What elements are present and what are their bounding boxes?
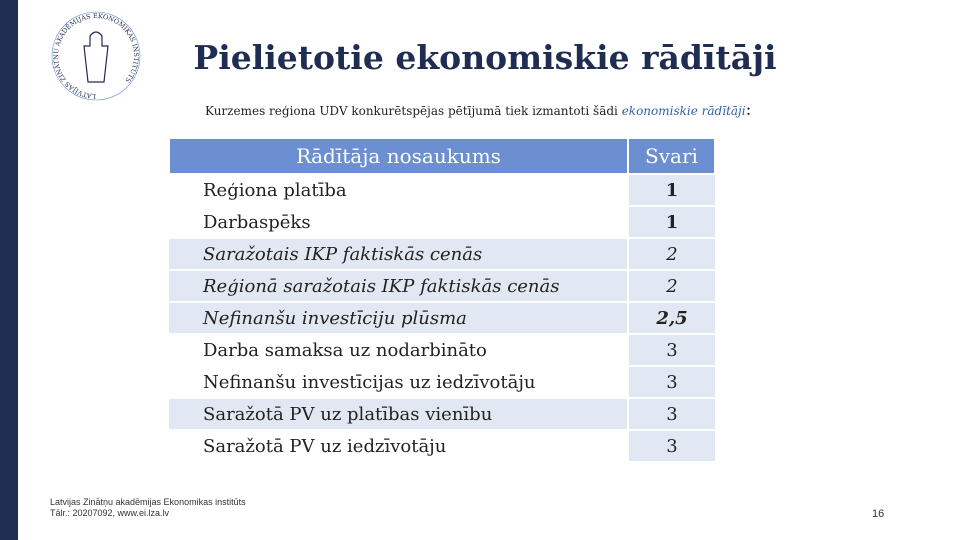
- header-row: Rādītāja nosaukums Svari: [168, 137, 716, 175]
- table-row: Darbaspēks 1: [169, 205, 715, 239]
- indicator-name: Darbaspēks: [169, 205, 628, 239]
- weight: 1: [627, 173, 715, 207]
- table: Rādītāja nosaukums Svari Reģiona platība 1 D…: [168, 137, 716, 463]
- logo: LATVIJAS ZINĀTŅU AKADĒMIJAS EKONOMIKAS I…: [51, 11, 141, 101]
- table-row: Reģionā saražotais IKP faktiskās cenās 2: [169, 269, 715, 303]
- column-header: Rādītāja nosaukums: [168, 137, 629, 175]
- weight: 2: [627, 237, 715, 271]
- indicator-name: Darba samaksa uz nodarbināto: [169, 333, 628, 367]
- table-row: Saražotais IKP faktiskās cenās 2: [169, 237, 715, 271]
- weight: 3: [627, 365, 715, 399]
- logo-figure: [83, 31, 109, 83]
- subtitle-end: :: [745, 100, 752, 120]
- weight: 3: [627, 333, 715, 367]
- logo-text-path: LATVIJAS ZINĀTŅU AKADĒMIJAS EKONOMIKAS I…: [52, 12, 140, 100]
- table-row: Darba samaksa uz nodarbināto 3: [169, 333, 715, 367]
- page-number: 16: [872, 508, 885, 520]
- weight: 2,5: [627, 301, 715, 335]
- table-row: Nefinanšu investīcijas uz iedzīvotāju 3: [169, 365, 715, 399]
- weight: 3: [627, 397, 715, 431]
- indicator-name: Nefinanšu investīcijas uz iedzīvotāju: [169, 365, 628, 399]
- subtitle-lead: Kurzemes reģiona UDV konkurētspējas pētī…: [205, 104, 618, 118]
- indicator-name: Reģionā saražotais IKP faktiskās cenās: [169, 269, 628, 303]
- table-row: Saražotā PV uz iedzīvotāju 3: [169, 429, 715, 463]
- indicator-name: Reģiona platība: [169, 173, 628, 207]
- side-stripe: [0, 0, 18, 540]
- footer: Latvijas Zinātņu akadēmijas Ekonomikas i…: [50, 497, 246, 519]
- weight: 3: [627, 429, 715, 463]
- footer-line: Tālr.: 20207092, www.ei.lza.lv: [50, 508, 170, 518]
- table-row: Saražotā PV uz platības vienību 3: [169, 397, 715, 431]
- table-row: Reģiona platība 1: [169, 173, 715, 207]
- subtitle-emphasis: ekonomiskie rādītāji: [621, 104, 746, 118]
- logo-text: LATVIJAS ZINĀTŅU AKADĒMIJAS EKONOMIKAS I…: [52, 12, 140, 100]
- subtitle: Kurzemes reģiona UDV konkurētspējas pētī…: [205, 100, 751, 120]
- weight: 1: [627, 205, 715, 239]
- weight: 2: [627, 269, 715, 303]
- logo-ring: [51, 11, 141, 101]
- indicator-name: Saražotā PV uz platības vienību: [169, 397, 628, 431]
- footer-line: Latvijas Zinātņu akadēmijas Ekonomikas i…: [50, 497, 246, 507]
- column-header: Svari: [627, 137, 716, 175]
- indicator-name: Saražotais IKP faktiskās cenās: [169, 237, 628, 271]
- title: Pielietotie ekonomiskie rādītāji: [193, 38, 777, 77]
- indicator-name: Nefinanšu investīciju plūsma: [169, 301, 628, 335]
- indicator-name: Saražotā PV uz iedzīvotāju: [169, 429, 628, 463]
- table-row: Nefinanšu investīciju plūsma 2,5: [169, 301, 715, 335]
